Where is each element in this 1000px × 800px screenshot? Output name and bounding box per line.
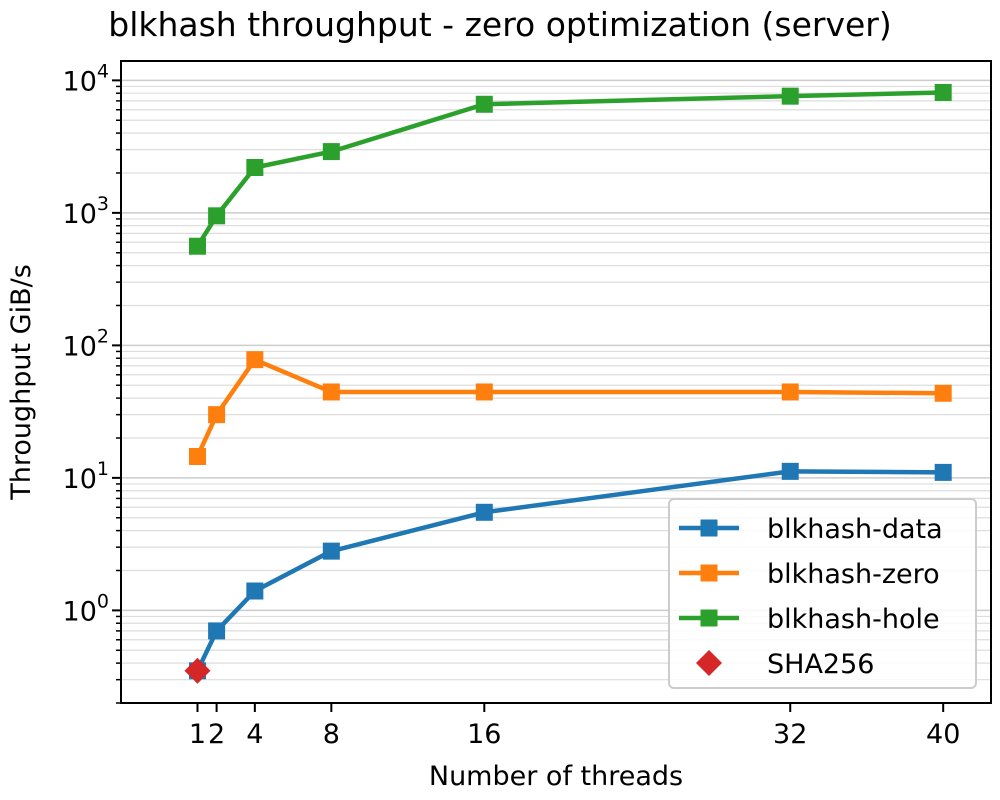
plot-frame [120, 60, 992, 704]
data-point-blkhash-zero [322, 383, 340, 401]
data-point-blkhash-hole [246, 158, 264, 176]
data-point-blkhash-zero [208, 406, 226, 424]
data-point-blkhash-data [322, 542, 340, 560]
series-blkhash-hole [188, 83, 952, 255]
series-line-blkhash-hole [195, 90, 944, 248]
y-tick-label: 101 [63, 458, 109, 495]
data-point-blkhash-hole [188, 237, 206, 255]
x-tick-label: 4 [246, 719, 263, 750]
data-point-blkhash-data [208, 622, 226, 640]
y-tick-label: 100 [63, 590, 109, 627]
data-point-blkhash-zero [934, 384, 952, 402]
x-tick-label: 16 [467, 719, 501, 750]
legend-label: blkhash-zero [767, 559, 940, 590]
series-layer [184, 83, 952, 684]
data-point-blkhash-hole [781, 87, 799, 105]
legend-item-blkhash-zero: blkhash-zero [679, 559, 940, 590]
data-point-blkhash-zero [781, 383, 799, 401]
legend-box [668, 498, 977, 689]
data-point-blkhash-data [781, 462, 799, 480]
legend-label: blkhash-hole [767, 604, 940, 635]
y-tick-label: 103 [63, 193, 109, 230]
data-point-blkhash-data [246, 582, 264, 600]
y-tick-label: 102 [63, 325, 109, 362]
data-point-blkhash-zero [475, 383, 493, 401]
data-point-blkhash-hole [322, 143, 340, 161]
x-axis: 1 2 4 8 16 32 40 [189, 703, 960, 750]
legend: blkhash-data blkhash-zero blkhash-hole SHA2… [668, 498, 977, 689]
legend-label: SHA256 [767, 649, 874, 680]
data-point-blkhash-data [934, 463, 952, 481]
data-point-blkhash-hole [934, 83, 952, 101]
chart-title: blkhash throughput - zero optimization (… [108, 5, 891, 44]
data-point-blkhash-zero [246, 351, 264, 369]
series-sha256 [184, 657, 211, 684]
legend-item-blkhash-data: blkhash-data [679, 514, 943, 545]
series-blkhash-zero [188, 351, 952, 465]
legend-marker [700, 564, 718, 582]
data-point-blkhash-zero [188, 447, 206, 465]
y-axis: 100 101 102 103 104 [63, 60, 121, 704]
legend-marker [696, 650, 722, 676]
legend-marker [700, 519, 718, 537]
data-point-blkhash-hole [208, 207, 226, 225]
x-tick-label: 2 [208, 719, 225, 750]
x-tick-label: 32 [773, 719, 807, 750]
data-point-blkhash-data [475, 503, 493, 521]
legend-item-sha256: SHA256 [696, 649, 874, 680]
y-axis-label: Throughput GiB/s [6, 264, 37, 501]
x-tick-label: 40 [926, 719, 960, 750]
data-point-blkhash-hole [475, 95, 493, 113]
legend-item-blkhash-hole: blkhash-hole [679, 604, 940, 635]
legend-label: blkhash-data [767, 514, 943, 545]
x-tick-label: 8 [323, 719, 340, 750]
legend-marker [700, 609, 718, 627]
data-point-sha256 [184, 657, 211, 684]
y-tick-label: 104 [63, 60, 109, 97]
x-tick-label: 1 [189, 719, 206, 750]
x-axis-label: Number of threads [429, 761, 683, 792]
